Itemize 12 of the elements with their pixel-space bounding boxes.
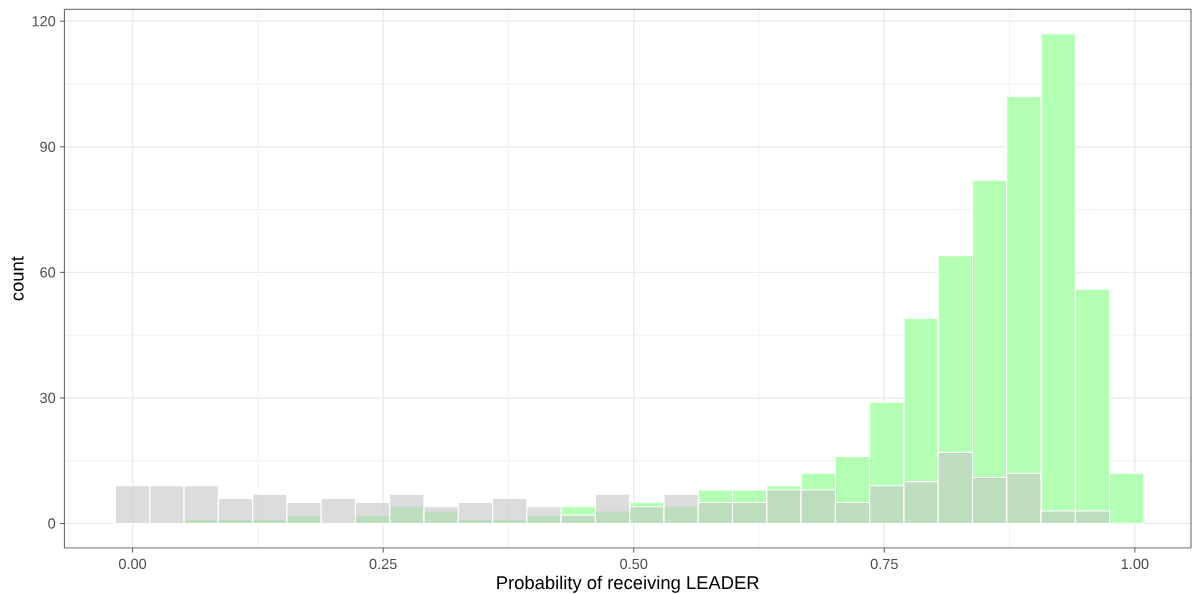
y-tick-label: 120 [32, 16, 56, 27]
x-tick-label: 0.75 [870, 558, 898, 570]
y-axis-title: count [11, 256, 24, 301]
y-tick-label: 90 [40, 141, 56, 152]
x-axis-title: Probability of receiving LEADER [497, 575, 759, 593]
x-tick-label: 0.25 [369, 558, 397, 570]
y-tick-label: 0 [48, 518, 56, 529]
x-tick-label: 1.00 [1121, 558, 1149, 570]
y-tick-label: 60 [40, 267, 56, 278]
x-tick-label: 0.00 [118, 558, 147, 570]
x-tick-label: 0.50 [620, 558, 648, 570]
y-tick-label: 30 [40, 392, 56, 404]
